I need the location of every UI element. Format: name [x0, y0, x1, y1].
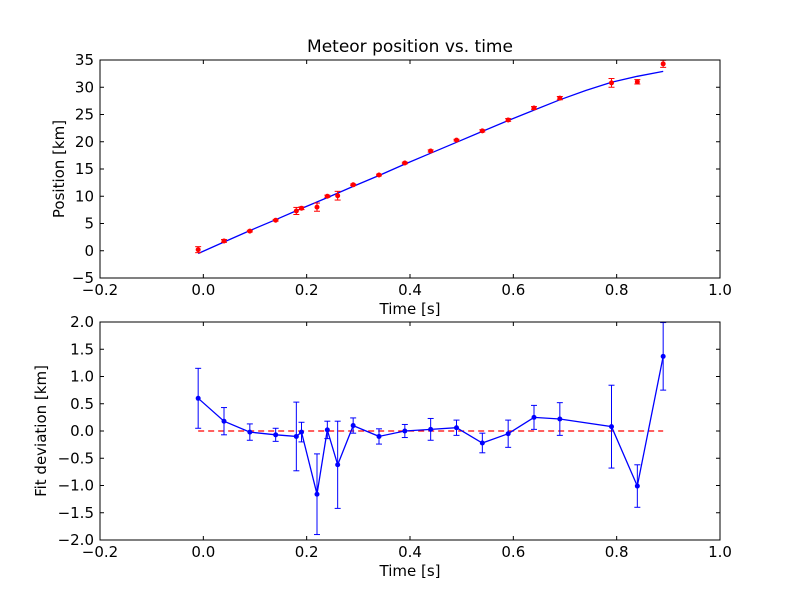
deviation-point [299, 429, 304, 435]
x-axis-ticks: −0.2 0.0 0.2 0.4 0.6 0.8 1.0 [82, 322, 732, 561]
deviation-point [402, 428, 408, 434]
measurement-point [350, 182, 356, 188]
x-tick-label: 0.8 [605, 281, 629, 299]
deviation-point [350, 423, 356, 429]
measurement-point [660, 61, 666, 67]
x-tick-label: 0.2 [295, 543, 319, 561]
deviation-point [557, 416, 563, 422]
x-tick-label: 0.0 [191, 543, 215, 561]
x-axis-ticks: −0.2 0.0 0.2 0.4 0.6 0.8 1.0 [82, 60, 732, 299]
measurement-point [247, 228, 253, 234]
position-panel: Meteor position vs. time −0.2 0.0 0.2 0.4 0.… [50, 37, 732, 318]
x-tick-label: 0.6 [501, 543, 525, 561]
deviation-point [505, 431, 511, 437]
x-axis-label: Time [s] [379, 562, 441, 580]
y-tick-label: −1.5 [58, 504, 94, 522]
measurement-point [531, 105, 537, 111]
y-tick-label: 0.5 [70, 395, 94, 413]
y-tick-label: 25 [75, 106, 94, 124]
deviation-point [335, 462, 341, 468]
measurement-point [221, 238, 227, 244]
y-axis-ticks: −2.0 −1.5 −1.0 −0.5 0.0 0.5 1.0 1.5 2.0 [58, 313, 720, 549]
x-tick-label: −0.2 [82, 543, 118, 561]
deviation-panel: −0.2 0.0 0.2 0.4 0.6 0.8 1.0 −2.0 −1.5 −1.0 −0.5 0… [32, 313, 732, 580]
x-axis-label: Time [s] [379, 300, 441, 318]
y-axis-label: Fit deviation [km] [32, 365, 50, 497]
measurement-point [314, 204, 320, 210]
x-tick-label: 0.8 [605, 543, 629, 561]
measurement-point [428, 148, 434, 154]
measurement-point [293, 208, 299, 214]
y-tick-label: 15 [75, 160, 94, 178]
measurement-point [402, 160, 408, 166]
measurement-point [454, 137, 459, 143]
y-tick-label: 2.0 [70, 313, 94, 331]
y-tick-label: 35 [75, 51, 94, 69]
deviation-point [634, 483, 640, 489]
x-tick-label: 0.0 [191, 281, 215, 299]
deviation-point [293, 433, 299, 439]
measurement-point [335, 193, 341, 199]
deviation-point [247, 429, 253, 435]
deviation-point [195, 395, 201, 401]
deviation-point [609, 424, 614, 430]
fit-curve-layer [197, 70, 664, 255]
y-tick-label: 10 [75, 187, 94, 205]
measurement-point [273, 217, 279, 223]
x-tick-label: −0.2 [82, 281, 118, 299]
measurement-point [195, 247, 201, 253]
deviation-point [531, 414, 537, 420]
x-tick-label: 0.6 [501, 281, 525, 299]
measurement-point-layer [195, 61, 666, 253]
y-tick-label: 0 [84, 242, 94, 260]
x-tick-label: 1.0 [708, 281, 732, 299]
fit-line [197, 70, 664, 255]
deviation-point [660, 353, 666, 359]
y-tick-label: 20 [75, 133, 94, 151]
deviation-point [221, 418, 227, 424]
y-tick-label: 0.0 [70, 422, 94, 440]
measurement-point [505, 117, 511, 123]
measurement-point [376, 172, 382, 178]
y-tick-label: 1.5 [70, 340, 94, 358]
y-tick-label: −5 [72, 269, 94, 287]
measurement-point [479, 128, 485, 134]
deviation-point [314, 491, 320, 497]
y-tick-label: 30 [75, 78, 94, 96]
measurement-point [609, 80, 614, 86]
deviation-point [324, 427, 330, 433]
y-tick-label: 5 [84, 215, 94, 233]
x-tick-label: 0.4 [398, 281, 422, 299]
y-tick-label: −0.5 [58, 449, 94, 467]
y-axis-label: Position [km] [50, 120, 68, 218]
x-tick-label: 0.4 [398, 543, 422, 561]
y-tick-label: 1.0 [70, 368, 94, 386]
deviation-point [428, 426, 434, 432]
measurement-point [634, 79, 640, 85]
deviation-point-layer [195, 353, 666, 497]
plot-area-frame [99, 59, 721, 279]
chart-title: Meteor position vs. time [307, 37, 513, 57]
deviation-point [479, 440, 485, 446]
y-axis-ticks: −5 0 5 10 15 20 25 30 35 [72, 51, 720, 287]
measurement-point [324, 193, 330, 199]
deviation-point [273, 432, 279, 438]
x-tick-label: 1.0 [708, 543, 732, 561]
measurement-point [299, 205, 304, 211]
deviation-point [376, 433, 382, 439]
y-tick-label: −1.0 [58, 477, 94, 495]
deviation-point [454, 425, 459, 431]
x-tick-label: 0.2 [295, 281, 319, 299]
measurement-point [557, 95, 563, 101]
y-tick-label: −2.0 [58, 531, 94, 549]
